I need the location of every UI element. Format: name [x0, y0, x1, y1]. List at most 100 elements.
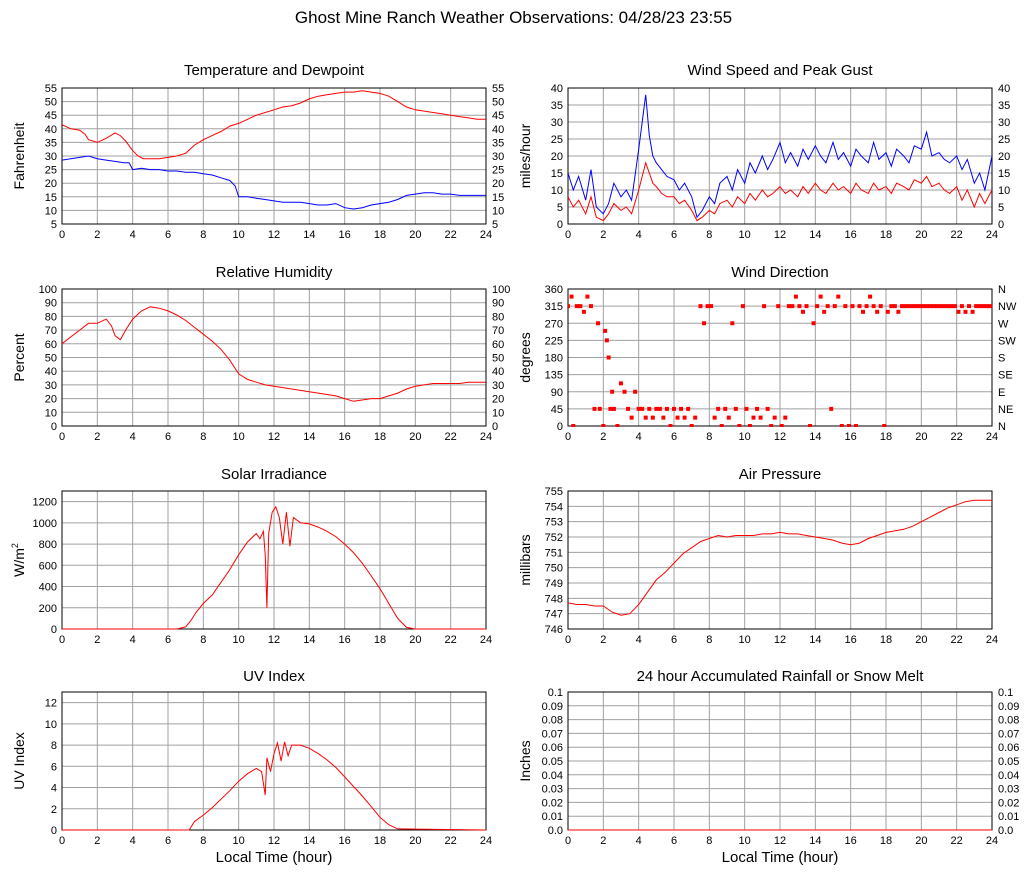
chart-title: 24 hour Accumulated Rainfall or Snow Mel…: [637, 668, 925, 685]
y-tick-label: 0.05: [542, 756, 563, 768]
x-tick-label: 24: [986, 229, 998, 241]
scatter-point: [783, 415, 788, 420]
y-axis-label: millibars: [517, 534, 533, 585]
x-tick-label: 12: [268, 835, 280, 847]
scatter-point: [636, 406, 641, 411]
x-tick-label: 20: [409, 229, 421, 241]
scatter-point: [928, 304, 933, 309]
scatter-point: [853, 424, 858, 427]
x-tick-label: 14: [809, 229, 821, 241]
scatter-point: [779, 424, 784, 427]
x-tick-label: 14: [809, 431, 821, 443]
y-right-tick-label: 50: [492, 353, 504, 365]
x-tick-label: 2: [600, 835, 606, 847]
y-right-tick-label: N: [998, 284, 1006, 296]
scatter-point: [758, 415, 763, 420]
scatter-point: [592, 406, 597, 411]
scatter-point: [723, 406, 728, 411]
x-tick-label: 8: [200, 229, 206, 241]
x-tick-label: 0: [565, 634, 571, 646]
scatter-point: [705, 304, 710, 309]
scatter-point: [846, 424, 851, 427]
chart-title: Temperature and Dewpoint: [184, 62, 365, 79]
x-axis-label: Local Time (hour): [216, 849, 333, 866]
y-tick-label: 315: [545, 301, 563, 313]
x-tick-label: 10: [739, 634, 751, 646]
scatter-point: [679, 406, 684, 411]
x-tick-label: 16: [845, 431, 857, 443]
scatter-point: [878, 304, 883, 309]
y-tick-label: 30: [551, 117, 563, 129]
y-right-tick-label: 40: [492, 124, 504, 136]
y-tick-label: 10: [45, 719, 57, 731]
y-tick-label: 20: [45, 394, 57, 406]
x-tick-label: 12: [774, 835, 786, 847]
scatter-point: [693, 415, 698, 420]
y-tick-label: 30: [45, 380, 57, 392]
x-tick-label: 0: [565, 431, 571, 443]
y-right-tick-label: 0.04: [998, 770, 1019, 782]
x-tick-label: 4: [130, 229, 136, 241]
y-tick-label: 10: [45, 205, 57, 217]
y-tick-label: 225: [545, 335, 563, 347]
scatter-point: [786, 304, 791, 309]
scatter-point: [629, 415, 634, 420]
y-right-tick-label: 0: [492, 421, 498, 433]
chart-title: Solar Irradiance: [221, 466, 327, 483]
y-axis-label: Percent: [11, 333, 27, 381]
y-tick-label: 0.0: [548, 825, 563, 837]
y-tick-label: 20: [551, 151, 563, 163]
y-tick-label: 400: [39, 582, 57, 594]
x-tick-label: 18: [880, 634, 892, 646]
scatter-point: [882, 424, 887, 427]
y-tick-label: 270: [545, 318, 563, 330]
x-tick-label: 16: [339, 431, 351, 443]
x-tick-label: 18: [374, 431, 386, 443]
y-tick-label: 0.04: [542, 770, 563, 782]
scatter-point: [747, 424, 752, 427]
x-tick-label: 16: [339, 229, 351, 241]
y-tick-label: 50: [45, 353, 57, 365]
x-tick-label: 20: [409, 835, 421, 847]
plot-frame: [61, 490, 487, 630]
scatter-point: [861, 309, 866, 314]
scatter-point: [744, 406, 749, 411]
scatter-point: [850, 304, 855, 309]
x-tick-label: 0: [565, 229, 571, 241]
y-right-tick-label: 20: [492, 178, 504, 190]
scatter-point: [790, 304, 795, 309]
y-tick-label: 753: [545, 517, 563, 529]
y-tick-label: 1200: [33, 497, 57, 509]
y-right-tick-label: SW: [998, 335, 1016, 347]
x-tick-label: 8: [200, 634, 206, 646]
scatter-point: [797, 304, 802, 309]
x-tick-label: 2: [94, 634, 100, 646]
scatter-point: [793, 294, 798, 299]
y-tick-label: 360: [545, 284, 563, 296]
scatter-point: [581, 309, 586, 314]
y-right-tick-label: 5: [492, 219, 498, 231]
x-tick-label: 4: [130, 634, 136, 646]
scatter-point: [839, 424, 844, 427]
x-tick-label: 14: [303, 431, 315, 443]
scatter-point: [822, 309, 827, 314]
scatter-point: [702, 321, 707, 326]
y-right-tick-label: 20: [492, 394, 504, 406]
x-tick-label: 18: [374, 634, 386, 646]
scatter-point: [875, 309, 880, 314]
y-tick-label: 200: [39, 603, 57, 615]
x-tick-label: 22: [951, 634, 963, 646]
x-tick-label: 16: [339, 634, 351, 646]
x-tick-label: 12: [268, 229, 280, 241]
scatter-point: [569, 294, 574, 299]
scatter-point: [606, 355, 611, 360]
plot-frame: [61, 691, 487, 831]
scatter-point: [689, 424, 694, 427]
x-tick-label: 24: [986, 835, 998, 847]
x-tick-label: 24: [480, 835, 492, 847]
y-tick-label: 0.09: [542, 701, 563, 713]
